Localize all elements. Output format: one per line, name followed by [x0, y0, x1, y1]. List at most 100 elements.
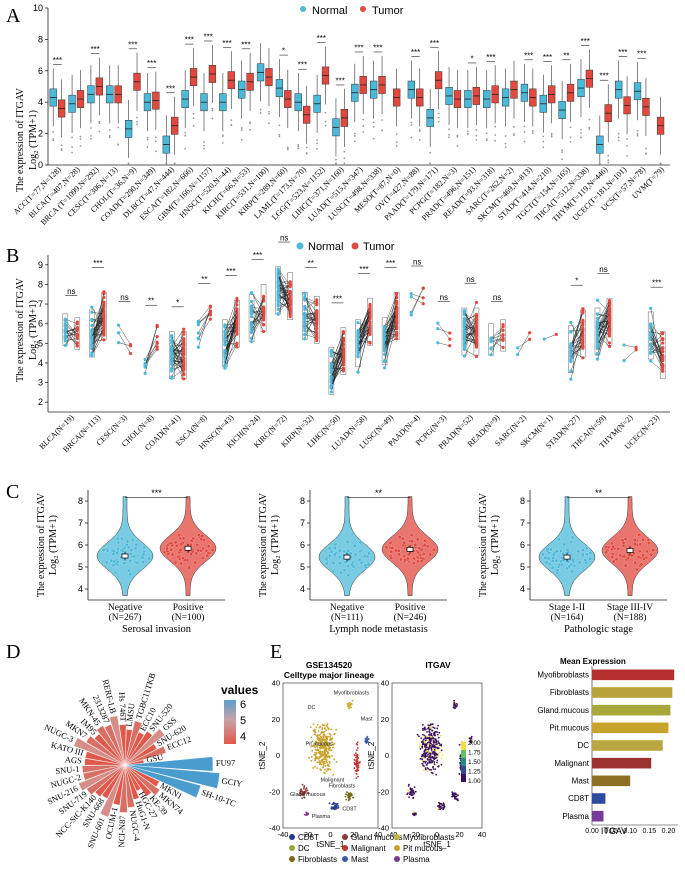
- panel-b-point-tumor: [182, 344, 186, 348]
- panel-b-point-normal: [303, 321, 307, 325]
- panel-e-tsne1-point: [320, 760, 323, 763]
- panel-e-tsne2-frame: [391, 682, 483, 829]
- panel-b-ylabel: The expression of ITGAV: [15, 277, 26, 382]
- panel-e-tsne1-point: [357, 769, 360, 772]
- panel-b-point-tumor: [501, 336, 505, 340]
- panel-d-cell-line-label: AGS: [65, 754, 83, 765]
- panel-c-point: [633, 560, 638, 565]
- panel-b-point-normal: [223, 363, 227, 367]
- panel-c-point: [645, 549, 649, 554]
- panel-e-tsne1-ytick-label: -40: [269, 824, 280, 833]
- panel-a-outlier: [456, 145, 459, 148]
- panel-b-pair-line: [357, 322, 371, 333]
- panel-e-colorbar-tick: 2.00: [468, 740, 481, 747]
- panel-c-point: [588, 550, 593, 555]
- panel-d-bar: [109, 715, 126, 766]
- panel-c-point: [194, 551, 199, 556]
- panel-b-pair-line: [171, 349, 184, 356]
- panel-b-pair-line: [357, 314, 371, 331]
- panel-e-tsne1-point: [365, 742, 368, 744]
- panel-e-tsne1-point: [322, 754, 325, 757]
- panel-b-point-normal: [196, 345, 200, 349]
- panel-b-pair-line: [357, 325, 371, 346]
- panel-e-tsne2-point: [409, 792, 412, 794]
- panel-b-pair-line: [464, 311, 477, 348]
- panel-b-pair-line: [224, 311, 238, 332]
- panel-b-point-tumor: [155, 347, 159, 351]
- panel-e-tsne2-point: [432, 766, 434, 769]
- panel-e-tsne1-point: [331, 741, 334, 744]
- panel-e-tsne1-point: [337, 805, 340, 807]
- panel-e-tsne1-point: [326, 761, 329, 764]
- panel-a-outlier: [353, 140, 356, 143]
- panel-b-point-normal: [223, 330, 227, 334]
- panel-label-c: C: [6, 481, 19, 503]
- panel-a-outlier: [607, 159, 610, 162]
- panel-d-bar: [96, 725, 126, 766]
- panel-b-point-tumor: [368, 332, 372, 336]
- panel-b-point-tumor: [235, 307, 239, 311]
- panel-d-colorbar: [224, 700, 236, 744]
- panel-b-pair-line: [464, 324, 477, 330]
- panel-b-point-normal: [170, 366, 174, 370]
- panel-e-tsne2-point: [437, 747, 440, 750]
- panel-e-tsne2-point: [439, 751, 441, 754]
- panel-e-tsne1-point: [348, 705, 351, 708]
- panel-e-tsne2-point: [435, 773, 438, 776]
- panel-e-tsne1-point: [315, 726, 318, 729]
- panel-e-tsne2-point: [433, 744, 436, 747]
- panel-a-significance: ***: [524, 51, 533, 60]
- panel-c-point: [199, 537, 204, 542]
- panel-b-point-normal: [649, 342, 653, 347]
- panel-e-legend-label: Gland mucous: [351, 833, 403, 842]
- panel-b-point-normal: [90, 336, 94, 340]
- panel-e-tsne1-point: [325, 760, 328, 763]
- panel-c-point: [338, 561, 342, 565]
- panel-a-outlier: [146, 138, 149, 141]
- panel-b-pair-line: [597, 307, 610, 331]
- panel-b-point-normal: [276, 269, 280, 273]
- panel-e-tsne1-xtick-label: -40: [278, 830, 289, 839]
- panel-c-point: [141, 560, 145, 564]
- panel-e-tsne2-point: [425, 746, 427, 749]
- panel-b-pair-line: [91, 315, 105, 347]
- panel-e-tsne2-point: [429, 739, 432, 741]
- panel-e-tsne1-point: [312, 767, 315, 769]
- panel-e-tsne1-point: [350, 706, 352, 709]
- panel-e-tsne1-point: [328, 760, 331, 763]
- panel-e-tsne1-point: [324, 744, 327, 747]
- panel-e-tsne1-point: [332, 773, 335, 776]
- panel-b-pair-line: [650, 343, 663, 348]
- panel-c-violins: The expression of ITGAV Log₂ (TPM+1)45678…: [36, 488, 667, 635]
- panel-e-tsne1-point: [355, 765, 358, 767]
- panel-b-pair-line: [331, 331, 344, 365]
- panel-b-pair-line: [304, 312, 317, 318]
- panel-b-pair-line: [597, 310, 610, 332]
- panel-b-ytick-label: 4: [38, 358, 43, 368]
- panel-b-point-normal: [170, 369, 174, 373]
- panel-b-point-tumor: [75, 341, 79, 345]
- panel-c-point: [636, 555, 641, 559]
- panel-e-legend-swatch: [342, 845, 348, 851]
- panel-b-pair-line: [91, 335, 105, 356]
- panel-b-pair-line: [650, 325, 663, 358]
- panel-e-tsne1-point: [352, 796, 354, 799]
- panel-b-pair-line: [65, 338, 78, 342]
- panel-a-outlier: [569, 136, 572, 139]
- panel-b-point-tumor: [661, 364, 665, 368]
- panel-e-tsne1-point: [317, 751, 320, 754]
- panel-b-point-normal: [649, 347, 653, 351]
- panel-c-point: [550, 565, 555, 570]
- panel-b-point-normal: [276, 285, 280, 290]
- panel-b-point-normal: [170, 341, 174, 345]
- panel-b-pair-line: [464, 326, 477, 348]
- panel-b-point-normal: [622, 343, 626, 347]
- panel-b-point-tumor: [261, 306, 266, 311]
- panel-e-tsne2-point: [454, 704, 457, 707]
- panel-c-point: [580, 552, 585, 557]
- panel-b-pair-line: [171, 339, 184, 358]
- panel-e-tsne1-point: [319, 747, 322, 750]
- panel-b-point-tumor: [395, 292, 399, 296]
- panel-b-point-tumor: [581, 338, 585, 342]
